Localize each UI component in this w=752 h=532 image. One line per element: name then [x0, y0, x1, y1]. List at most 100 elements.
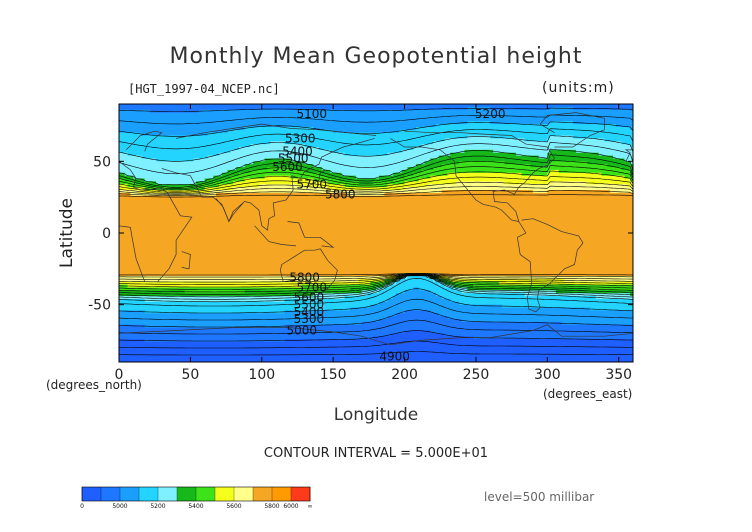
contour-band-cell: [230, 175, 266, 180]
contour-band-cell: [433, 278, 440, 283]
contour-line: [119, 330, 633, 342]
contour-band-cell: [490, 135, 551, 139]
contour-band-cell: [415, 126, 631, 131]
contour-line: [119, 121, 633, 314]
colorbar-label: 6000: [283, 503, 298, 510]
contour-band-cell: [119, 344, 633, 349]
contour-band-cell: [393, 178, 420, 182]
contour-band-cell: [387, 152, 451, 157]
contour-band-cell: [119, 112, 633, 117]
contour-band-cell: [119, 353, 633, 357]
contour-band-cell: [387, 316, 448, 320]
contour-band-cell: [304, 161, 426, 165]
contour-band-cell: [119, 198, 633, 203]
contour-band-cell: [284, 339, 633, 343]
contour-band-cell: [270, 141, 286, 145]
contour-band-cell: [330, 169, 403, 174]
colorbar-swatch: [82, 487, 102, 501]
colorbar-label: 5800: [264, 503, 279, 510]
coastline: [287, 221, 335, 248]
contour-band-cell: [250, 169, 306, 174]
contour-band-cell: [119, 169, 229, 174]
contour-band-cell: [318, 147, 414, 151]
contour-band-cell: [453, 284, 474, 289]
contour-band-cell: [119, 278, 360, 283]
contour-band-cell: [395, 313, 440, 317]
coastline: [181, 251, 191, 270]
contour-band-cell: [227, 169, 251, 174]
contour-band-cell: [119, 267, 633, 271]
coastline: [215, 198, 244, 223]
contour-band-cell: [119, 284, 129, 289]
contour-band-cell: [236, 167, 269, 171]
contour-band-cell: [127, 152, 220, 157]
contour-band-cell: [138, 190, 211, 194]
contour-band-cell: [515, 152, 548, 157]
contour-value-label: 5500: [294, 298, 325, 312]
coastline: [390, 130, 555, 222]
contour-value-label: 5200: [475, 107, 506, 121]
contour-band-cell: [216, 192, 349, 197]
contour-value-label: 5300: [285, 131, 316, 145]
contour-band-cell: [387, 298, 451, 303]
contour-band-cell: [290, 158, 431, 162]
contour-band-cell: [119, 341, 633, 346]
contour-band-cell: [630, 161, 633, 165]
contour-line: [119, 340, 633, 349]
contour-band-cell: [590, 307, 633, 311]
contour-band-cell: [444, 333, 633, 337]
level-text: level=500 millibar: [484, 490, 595, 504]
contour-band-cell: [119, 264, 633, 268]
contour-band-cell: [127, 284, 303, 289]
contour-band-cell: [119, 359, 633, 362]
contour-band-cell: [119, 221, 633, 225]
contour-band-cell: [550, 149, 577, 154]
contour-band-cell: [473, 284, 633, 289]
contour-band-cell: [415, 164, 443, 168]
contour-band-cell: [435, 293, 526, 297]
contour-band-cell: [119, 298, 146, 303]
contour-band-cell: [573, 135, 633, 139]
contour-band-cell: [550, 161, 588, 165]
contour-band-cell: [453, 281, 500, 286]
contour-band-cell: [119, 141, 271, 145]
contour-band-cell: [119, 210, 633, 214]
contour-band-cell: [304, 169, 331, 174]
contour-band-cell: [119, 319, 380, 323]
contour-band-cell: [119, 281, 371, 286]
contour-band-cell: [156, 158, 194, 162]
contour-band-cell: [284, 298, 389, 303]
contour-band-cell: [119, 175, 134, 180]
contour-band-cell: [119, 158, 157, 162]
contour-band-cell: [550, 169, 560, 174]
contour-band-cell: [467, 121, 491, 125]
contour-band-cell: [361, 321, 563, 326]
contour-band-cell: [290, 167, 323, 171]
contour-band-cell: [501, 304, 633, 309]
x-tick-label: 0: [115, 367, 124, 383]
contour-band-cell: [221, 178, 246, 182]
contour-band-cell: [555, 290, 633, 294]
contour-band-cell: [395, 281, 440, 286]
contour-band-cell: [547, 190, 611, 194]
contour-band-cell: [433, 141, 623, 145]
contour-band-cell: [450, 278, 566, 283]
contour-band-cell: [119, 230, 633, 234]
contour-band-cell: [418, 178, 631, 182]
contour-band-cell: [258, 184, 300, 188]
contour-band-cell: [313, 164, 417, 168]
contour-labels: 5100 520053005400550056005700580058005700…: [272, 107, 505, 363]
contour-band-cell: [119, 207, 633, 211]
contour-band-cell: [444, 284, 454, 289]
contour-band-cell: [233, 187, 329, 191]
contour-band-cell: [447, 172, 523, 177]
contour-band-cell: [493, 149, 551, 154]
colorbar-swatch: [158, 487, 178, 501]
contour-band-cell: [244, 126, 314, 131]
coastline: [279, 248, 338, 290]
contour-band-cell: [613, 155, 633, 160]
contour-band-cell: [373, 336, 474, 340]
coastline: [161, 138, 375, 231]
contour-band-cell: [141, 155, 209, 160]
